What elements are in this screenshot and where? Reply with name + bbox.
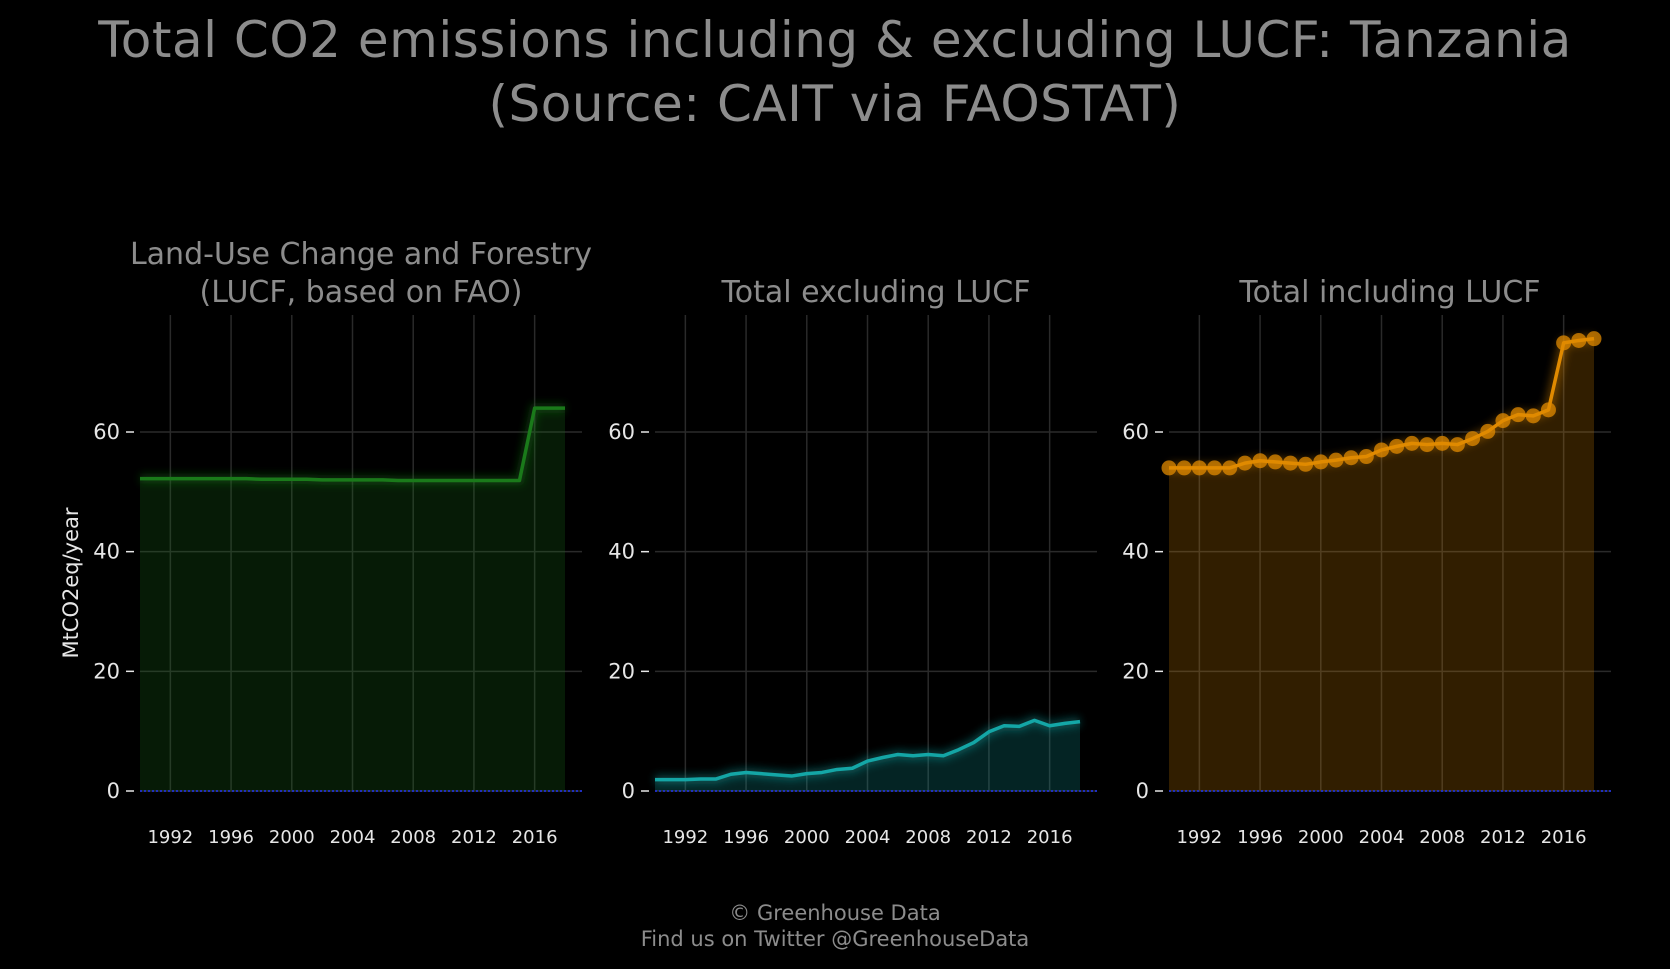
data-point	[1419, 437, 1435, 453]
panel-3: 0 20 40 60 1992 1996 2000 2004 2008 2012 2016 Total…	[1122, 275, 1611, 848]
data-point	[1343, 450, 1359, 466]
data-point	[1191, 460, 1207, 476]
x-tick-label: 1996	[208, 827, 254, 848]
y-tick-label: 40	[608, 540, 635, 564]
y-tick-label: 40	[93, 540, 120, 564]
data-point	[1449, 437, 1465, 453]
data-point	[1480, 423, 1496, 439]
data-point	[1556, 335, 1572, 351]
x-tick-label: 2004	[845, 827, 891, 848]
x-tick-label: 2016	[512, 827, 558, 848]
series-area	[655, 720, 1080, 791]
panel-title-line1: Land-Use Change and Forestry	[130, 237, 592, 272]
x-tick-label: 1992	[147, 827, 193, 848]
main-title-line1: Total CO2 emissions including & excludin…	[98, 11, 1572, 69]
data-point	[1267, 454, 1283, 470]
data-point	[1207, 460, 1223, 476]
x-tick-label: 1992	[1176, 827, 1222, 848]
panel-title: Total excluding LUCF	[721, 275, 1031, 310]
x-tick-label: 2012	[966, 827, 1012, 848]
credit-line2: Find us on Twitter @GreenhouseData	[640, 927, 1030, 951]
y-tick-label: 60	[608, 420, 635, 444]
x-tick-label: 1996	[723, 827, 769, 848]
data-point	[1510, 407, 1526, 423]
y-tick-label: 0	[622, 779, 635, 803]
y-tick-label: 60	[93, 420, 120, 444]
y-tick-label: 60	[1122, 420, 1149, 444]
x-tick-label: 1992	[662, 827, 708, 848]
data-point	[1328, 452, 1344, 468]
data-point	[1252, 453, 1268, 469]
y-tick-label: 20	[1122, 659, 1149, 683]
x-tick-label: 2000	[784, 827, 830, 848]
data-point	[1404, 435, 1420, 451]
series-line	[655, 718, 1081, 782]
x-tick-label: 2012	[1480, 827, 1526, 848]
data-point	[1495, 413, 1511, 429]
x-tick-label: 2000	[1298, 827, 1344, 848]
series-area	[1169, 338, 1594, 791]
data-point	[1237, 455, 1253, 471]
x-tick-label: 2016	[1541, 827, 1587, 848]
data-point	[1374, 442, 1389, 458]
data-point	[1389, 438, 1405, 454]
data-point	[1525, 408, 1541, 424]
y-tick-label: 0	[1136, 779, 1149, 803]
x-tick-label: 2008	[1419, 827, 1465, 848]
data-point	[1313, 454, 1329, 470]
data-point	[1434, 435, 1450, 451]
panel-2: 0 20 40 60 1992 1996 2000 2004 2008 2012 2016 Total…	[608, 275, 1097, 848]
data-point	[1358, 449, 1374, 465]
x-tick-label: 2004	[330, 827, 376, 848]
data-point	[1571, 332, 1587, 348]
y-tick-label: 40	[1122, 540, 1149, 564]
y-tick-label: 20	[608, 659, 635, 683]
x-tick-label: 2008	[905, 827, 951, 848]
series-area	[140, 408, 565, 791]
series-line	[140, 406, 565, 483]
credit: © Greenhouse Data Find us on Twitter @Gr…	[0, 900, 1670, 952]
x-tick-label: 2004	[1359, 827, 1405, 848]
data-point	[1298, 456, 1314, 472]
x-tick-label: 2012	[451, 827, 497, 848]
y-axis-label: MtCO2eq/year	[59, 507, 83, 658]
data-point	[1282, 455, 1298, 471]
x-tick-label: 2016	[1027, 827, 1073, 848]
main-title-line2: (Source: CAIT via FAOSTAT)	[488, 75, 1182, 133]
data-point	[1540, 402, 1556, 418]
panel-1: 0 20 40 60 1992 1996 2000 2004 2008 2012 2016 Land-…	[59, 237, 592, 848]
panel-title-line2: (LUCF, based on FAO)	[200, 275, 523, 310]
data-point	[1222, 460, 1238, 476]
y-tick-label: 0	[107, 779, 120, 803]
x-tick-label: 1996	[1237, 827, 1283, 848]
y-tick-label: 20	[93, 659, 120, 683]
main-title: Total CO2 emissions including & excludin…	[0, 8, 1670, 136]
panel-title: Total including LUCF	[1238, 275, 1540, 310]
data-point	[1161, 460, 1177, 476]
x-tick-label: 2008	[390, 827, 436, 848]
credit-line1: © Greenhouse Data	[729, 901, 941, 925]
x-tick-label: 2000	[269, 827, 315, 848]
data-point	[1586, 331, 1602, 347]
data-point	[1465, 431, 1481, 447]
data-point	[1176, 460, 1192, 476]
